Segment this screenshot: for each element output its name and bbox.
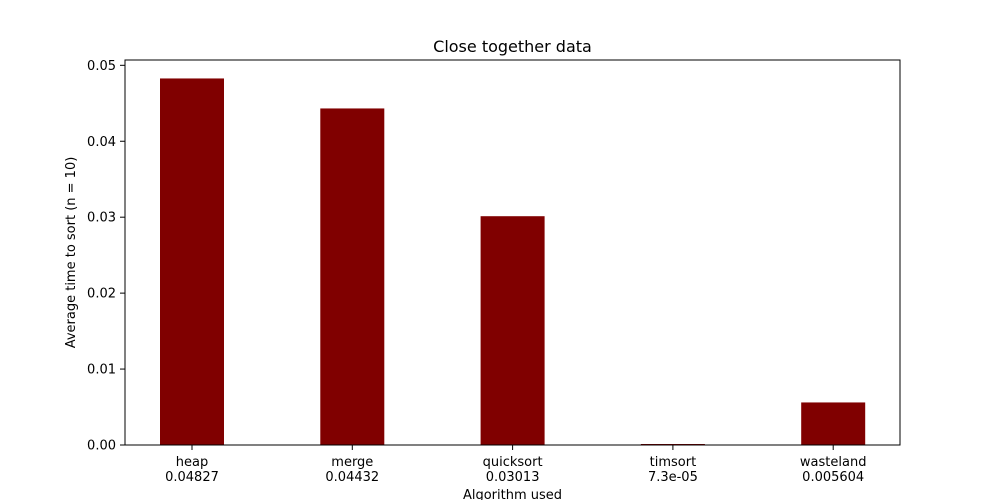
x-tick-label: wasteland 0.005604: [800, 455, 867, 485]
bars: [160, 78, 866, 446]
y-axis-label: Average time to sort (n = 10): [64, 157, 79, 349]
y-tick-label: 0.01: [87, 363, 116, 378]
y-tick-label: 0.00: [87, 439, 116, 454]
y-tick-label: 0.05: [87, 59, 116, 74]
y-tick-label: 0.03: [87, 211, 116, 226]
y-tick-label: 0.02: [87, 287, 116, 302]
x-axis-label: Algorithm used: [463, 488, 562, 500]
y-tick-label: 0.04: [87, 135, 116, 150]
x-tick-label: heap 0.04827: [165, 455, 219, 485]
bar: [320, 108, 385, 446]
bar: [801, 402, 866, 445]
bar: [160, 78, 224, 445]
x-axis-ticks: heap 0.04827 merge 0.04432 quicksort 0.03013 t…: [165, 445, 866, 485]
y-axis-ticks: 0.00 0.01 0.02 0.03 0.04 0.05: [87, 59, 125, 454]
x-tick-label: timsort 7.3e-05: [648, 455, 698, 485]
x-tick-label: quicksort 0.03013: [483, 455, 543, 485]
x-tick-label: merge 0.04432: [325, 455, 379, 485]
plot-frame: [124, 59, 901, 446]
chart-title: Close together data: [433, 37, 592, 56]
bar: [480, 216, 545, 445]
